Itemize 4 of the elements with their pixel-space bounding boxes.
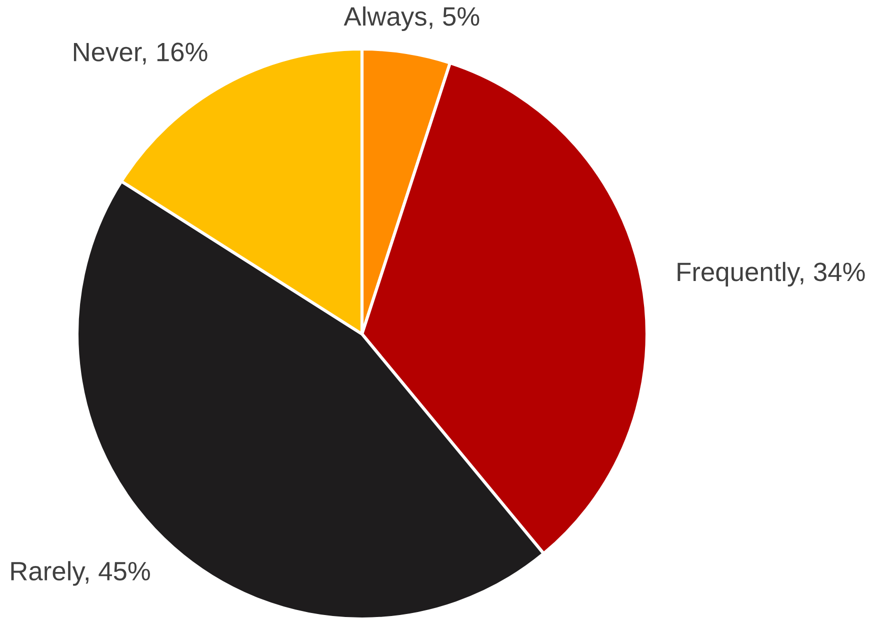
slice-label: Rarely, 45%: [11, 561, 150, 586]
slice-label: Frequently, 34%: [678, 262, 865, 286]
slice-label: Always, 5%: [344, 6, 480, 32]
slice-label: Never, 16%: [74, 42, 208, 64]
